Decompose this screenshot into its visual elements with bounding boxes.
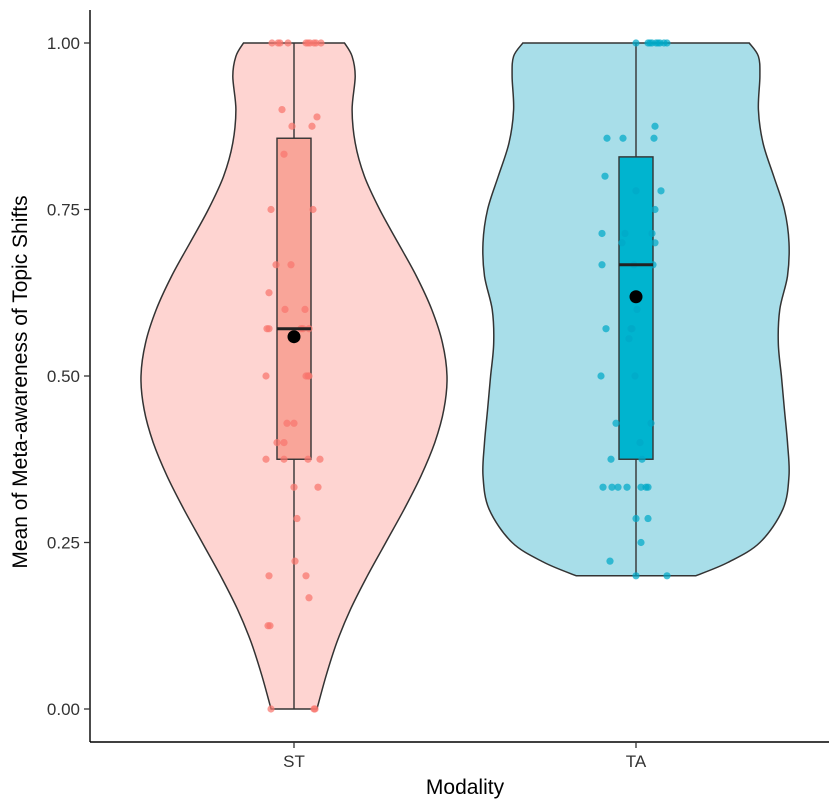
data-point-st-45	[305, 594, 313, 602]
data-point-ta-22	[598, 261, 606, 269]
data-point-st-10	[278, 106, 286, 114]
x-axis-title: Modality	[426, 776, 505, 799]
data-point-ta-34	[636, 439, 644, 447]
data-point-ta-19	[648, 229, 656, 238]
data-point-st-15	[267, 205, 275, 214]
data-point-st-14	[280, 150, 288, 158]
data-point-ta-48	[632, 572, 640, 580]
data-point-st-8	[312, 39, 320, 47]
data-point-st-44	[302, 572, 310, 580]
data-point-ta-43	[644, 483, 652, 491]
data-point-st-43	[265, 572, 273, 580]
data-point-ta-30	[597, 372, 605, 380]
box-st	[276, 137, 312, 460]
data-point-ta-17	[598, 229, 606, 238]
data-point-st-42	[291, 557, 299, 565]
data-point-ta-36	[638, 455, 646, 463]
data-point-ta-49	[663, 572, 671, 580]
mean-marker-st	[287, 330, 301, 344]
data-point-ta-46	[637, 538, 645, 547]
data-point-ta-33	[647, 419, 655, 427]
y-tick-label-3: 0.75	[47, 201, 80, 220]
y-axis-title: Mean of Meta-awareness of Topic Shifts	[9, 195, 32, 568]
data-point-st-37	[304, 455, 312, 463]
data-point-st-9	[317, 39, 325, 47]
data-point-st-11	[313, 113, 321, 121]
y-tick-label-0: 0.00	[47, 700, 80, 719]
data-point-st-38	[316, 455, 324, 463]
data-point-ta-13	[601, 172, 609, 180]
data-point-ta-25	[633, 305, 641, 313]
data-point-ta-28	[628, 325, 636, 333]
data-point-ta-10	[603, 134, 611, 142]
data-point-ta-39	[614, 483, 622, 491]
data-point-ta-29	[625, 335, 633, 343]
data-point-st-21	[301, 305, 309, 313]
data-point-st-40	[314, 483, 322, 491]
x-tick-label-st: ST	[283, 752, 305, 771]
data-point-st-27	[262, 372, 270, 380]
data-point-ta-8	[663, 39, 671, 47]
data-point-ta-18	[621, 229, 629, 238]
data-point-st-47	[266, 622, 274, 630]
mean-marker-ta	[629, 290, 643, 304]
violin-group-ta	[482, 39, 790, 580]
y-tick-label-4: 1.00	[47, 34, 80, 53]
plot-area	[140, 39, 790, 713]
data-point-st-39	[290, 483, 298, 491]
data-point-ta-32	[612, 419, 620, 427]
data-point-st-41	[293, 514, 301, 523]
data-point-st-20	[281, 305, 289, 313]
y-tick-label-1: 0.25	[47, 534, 80, 553]
data-point-st-34	[280, 439, 288, 447]
data-point-st-3	[284, 39, 292, 47]
data-point-ta-0	[632, 39, 640, 47]
data-point-st-12	[288, 122, 296, 130]
data-point-ta-14	[632, 187, 640, 195]
data-point-st-48	[267, 705, 275, 713]
data-point-st-19	[265, 289, 273, 297]
data-point-ta-38	[608, 483, 616, 491]
data-point-ta-45	[644, 514, 652, 523]
x-tick-label-ta: TA	[626, 752, 647, 771]
data-point-st-18	[287, 261, 295, 269]
data-point-ta-11	[619, 134, 627, 142]
y-tick-label-2: 0.50	[47, 367, 80, 386]
data-point-ta-9	[651, 122, 659, 130]
data-point-ta-37	[599, 483, 607, 491]
data-point-ta-47	[606, 557, 614, 565]
data-point-st-36	[280, 455, 288, 463]
data-point-st-17	[272, 261, 280, 269]
data-point-ta-35	[607, 455, 615, 463]
data-point-st-35	[262, 455, 270, 463]
data-point-st-13	[308, 122, 316, 130]
data-point-ta-21	[651, 239, 659, 247]
data-point-st-23	[265, 325, 273, 333]
data-point-st-2	[276, 39, 284, 47]
data-point-ta-16	[651, 205, 659, 214]
data-point-ta-26	[602, 325, 610, 333]
data-point-st-0	[268, 39, 276, 47]
tick-labels: ST TA 0.00 0.25 0.50 0.75 1.00	[47, 34, 647, 771]
data-point-ta-20	[618, 239, 626, 247]
data-point-ta-12	[650, 134, 658, 142]
data-point-st-33	[273, 439, 281, 447]
data-point-st-31	[283, 419, 291, 427]
violin-group-st	[140, 39, 448, 713]
data-point-ta-15	[657, 187, 665, 195]
data-point-st-16	[309, 205, 317, 214]
data-point-st-32	[290, 419, 298, 427]
data-point-ta-40	[623, 483, 631, 491]
data-point-ta-31	[631, 372, 639, 380]
data-point-st-50	[311, 705, 319, 713]
data-point-ta-41	[637, 483, 645, 491]
data-point-ta-44	[632, 514, 640, 523]
data-point-st-30	[305, 372, 313, 380]
